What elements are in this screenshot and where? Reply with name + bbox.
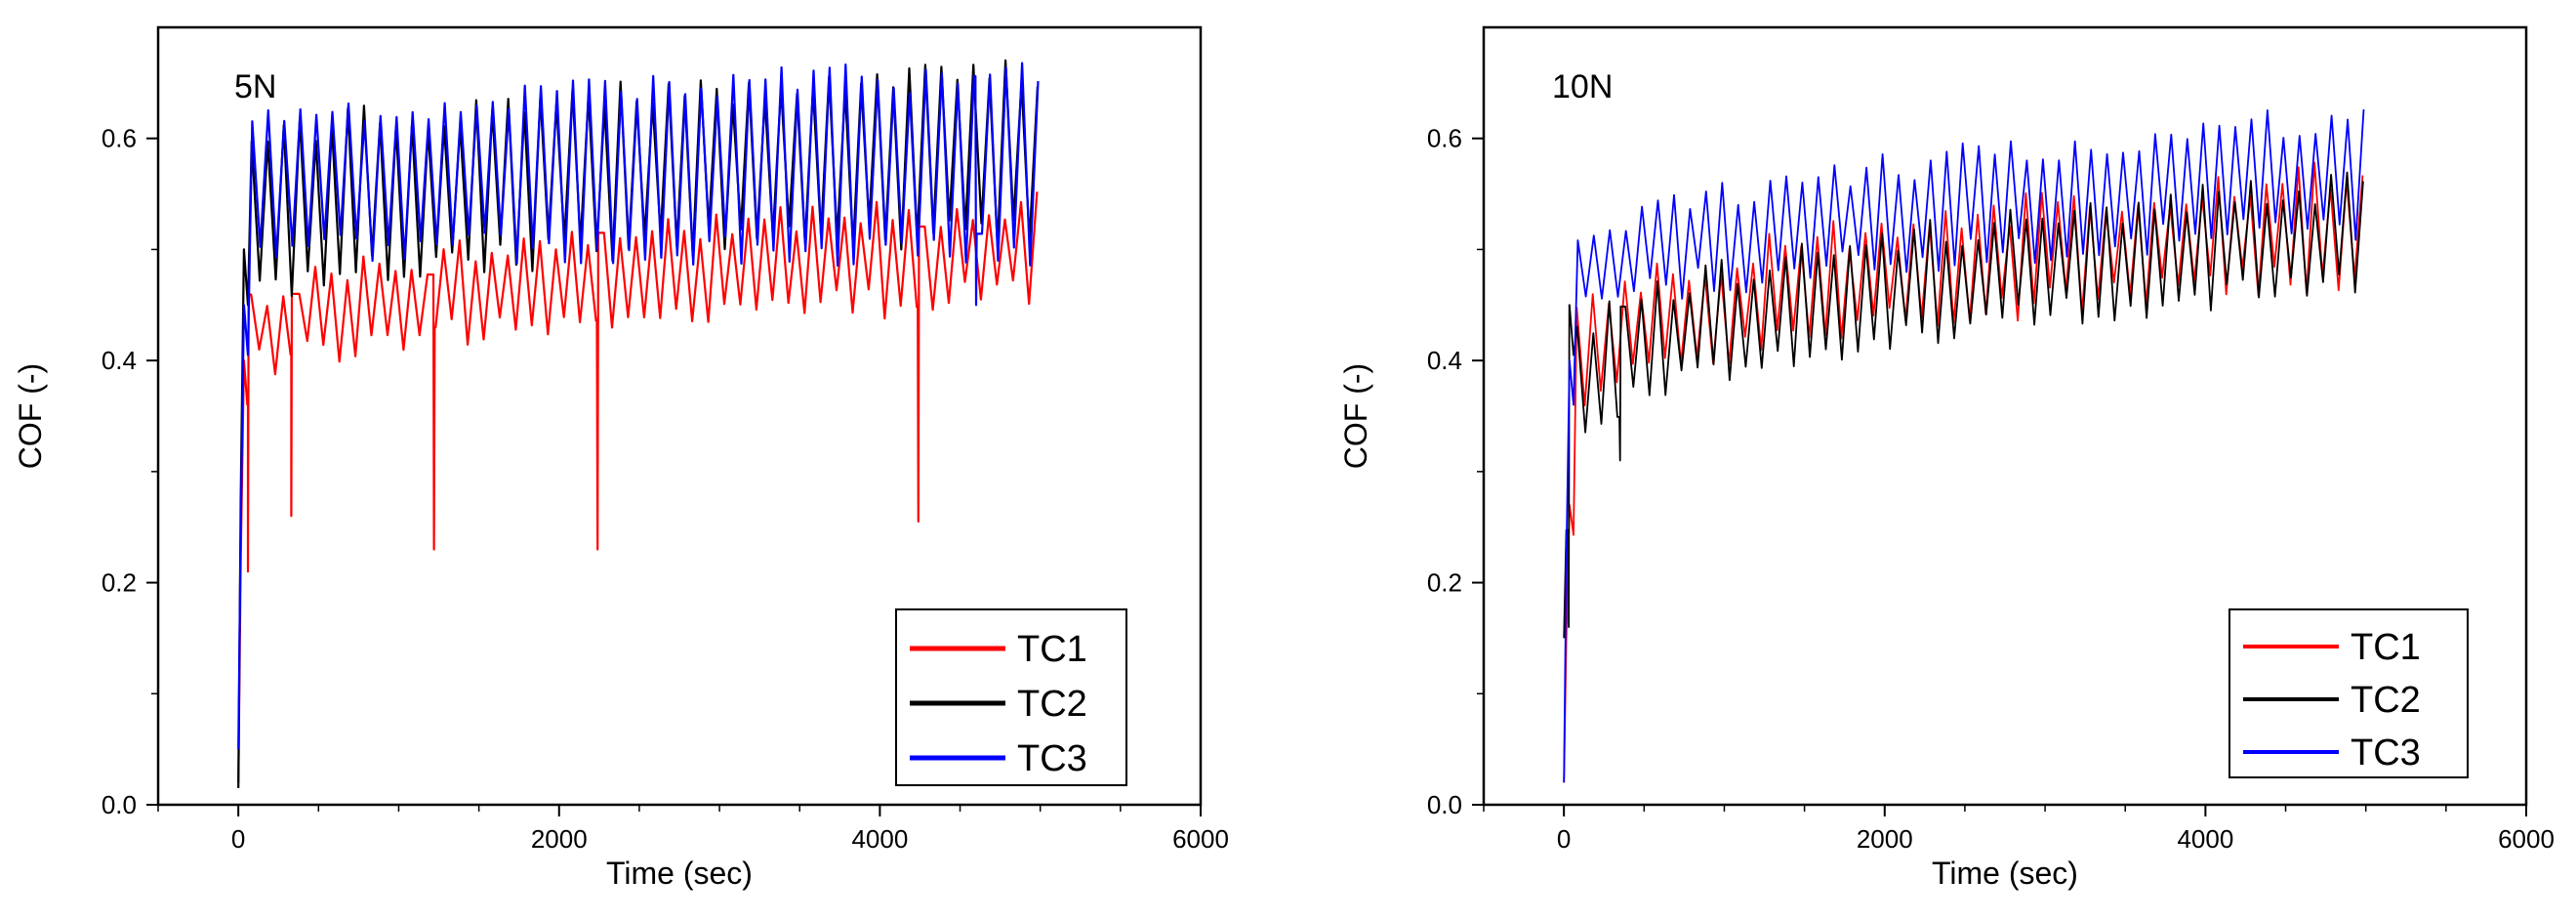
series-line-tc3 [1563,108,2365,783]
x-tick-label: 6000 [1172,824,1229,854]
legend-item-tc1: TC1 [910,629,1087,670]
x-axis-title: Time (sec) [1932,856,2078,891]
x-axis-title: Time (sec) [606,856,753,891]
legend-label-tc3: TC3 [2351,732,2421,774]
legend-label-tc3: TC3 [1017,738,1087,779]
legend-item-tc3: TC3 [2243,732,2421,774]
series-layer [1563,108,2365,783]
y-tick-label: 0.2 [102,568,137,598]
x-tick-label: 2000 [1857,824,1913,854]
x-tick-label: 0 [231,824,245,854]
ticks-layer: 0 2000 4000 6000 0.0 0.2 0.4 0.6 [1427,124,2555,854]
chart-10n: 0 2000 4000 6000 0.0 0.2 0.4 0.6 10N Time (sec)… [1338,25,2555,891]
series-layer [237,59,1040,788]
y-tick-label: 0.0 [102,790,137,819]
x-tick-label: 0 [1557,824,1571,854]
panel-label: 5N [234,68,276,105]
legend-label-tc1: TC1 [2351,627,2421,668]
legend-item-tc2: TC2 [910,684,1087,725]
legend: TC1 TC2 TC3 [2228,608,2469,778]
x-tick-label: 2000 [531,824,588,854]
x-tick-label: 4000 [2177,824,2233,854]
ticks-layer: 0 2000 4000 6000 0.0 0.2 0.4 0.6 [102,124,1229,854]
legend-item-tc3: TC3 [910,738,1087,779]
y-tick-label: 0.6 [102,124,137,153]
legend-item-tc1: TC1 [2243,627,2421,668]
legend-box [2228,608,2469,778]
legend-item-tc2: TC2 [2243,680,2421,721]
y-tick-label: 0.2 [1427,568,1462,598]
y-axis-title: COF (-) [1338,363,1373,469]
legend-label-tc1: TC1 [1017,629,1087,670]
panel-label: 10N [1552,68,1613,105]
y-tick-label: 0.4 [102,346,137,375]
series-line-tc1 [237,191,1039,783]
legend-label-tc2: TC2 [1017,684,1087,725]
y-tick-label: 0.0 [1427,790,1462,819]
y-axis-title: COF (-) [13,363,48,469]
y-tick-label: 0.6 [1427,124,1462,153]
legend: TC1 TC2 TC3 [895,608,1127,786]
legend-label-tc2: TC2 [2351,680,2421,721]
series-line-tc2 [1563,171,2364,639]
series-line-tc3 [237,62,1040,750]
x-tick-label: 6000 [2498,824,2555,854]
y-tick-label: 0.4 [1427,346,1462,375]
x-tick-label: 4000 [851,824,908,854]
